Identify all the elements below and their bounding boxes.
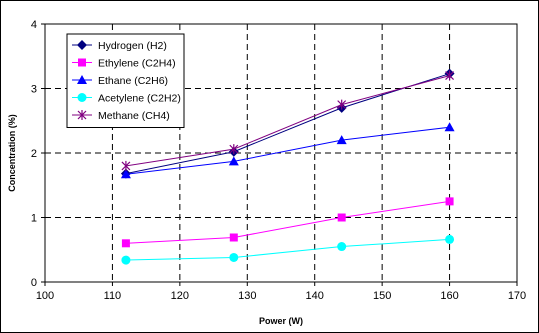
- legend-item: Ethylene (C2H4): [72, 58, 176, 70]
- x-tick-label: 150: [373, 290, 391, 302]
- legend-label: Ethylene (C2H4): [98, 58, 176, 70]
- x-tick-label: 170: [508, 290, 526, 302]
- y-axis-title: Concentration (%): [7, 114, 17, 192]
- series-line: [125, 238, 450, 261]
- series-line: [125, 126, 450, 175]
- y-tick-label: 2: [31, 148, 37, 160]
- legend-marker: [77, 40, 87, 50]
- series-1: [121, 197, 454, 248]
- legend-box: [66, 33, 185, 128]
- legend-marker: [78, 58, 86, 67]
- axis-ticks: 100 110 120 130 140 150 160 170 0 1 2 3 4: [31, 19, 526, 302]
- data-point: [337, 213, 346, 222]
- data-point: [337, 99, 347, 110]
- data-point: [337, 242, 347, 252]
- y-tick-label: 3: [31, 84, 37, 96]
- legend-label: Acetylene (C2H2): [98, 93, 181, 105]
- legend-item: Acetylene (C2H2): [72, 93, 181, 105]
- data-point: [121, 239, 130, 248]
- data-point: [229, 252, 239, 262]
- x-tick-label: 120: [171, 290, 189, 302]
- series-4: [121, 70, 454, 171]
- x-axis-title: Power (W): [259, 316, 303, 326]
- series-3: [121, 234, 455, 265]
- data-point: [444, 122, 455, 132]
- data-point: [121, 255, 131, 265]
- series-2: [120, 122, 455, 179]
- series-line: [125, 73, 450, 175]
- y-tick-label: 0: [31, 277, 37, 289]
- x-tick-label: 160: [440, 290, 458, 302]
- legend-marker: [77, 110, 87, 120]
- series-lines: [120, 68, 455, 265]
- legend-label: Hydrogen (H2): [98, 40, 167, 52]
- x-tick-label: 110: [104, 290, 122, 302]
- y-tick-label: 4: [31, 19, 37, 31]
- y-tick-label: 1: [31, 213, 37, 225]
- legend-label: Ethane (C2H6): [98, 75, 168, 87]
- x-tick-label: 130: [238, 290, 256, 302]
- series-line: [125, 200, 450, 244]
- data-point: [229, 144, 239, 155]
- series-line: [125, 75, 450, 167]
- legend-marker: [77, 75, 87, 84]
- x-tick-label: 140: [306, 290, 324, 302]
- data-point: [229, 233, 238, 242]
- data-point: [228, 156, 239, 166]
- data-point: [336, 135, 347, 145]
- legend-label: Methane (CH4): [98, 110, 170, 122]
- legend-marker: [77, 93, 87, 102]
- data-point: [120, 169, 131, 179]
- x-tick-label: 100: [36, 290, 54, 302]
- legend-item: Ethane (C2H6): [72, 75, 168, 87]
- data-point: [445, 70, 454, 81]
- data-point: [445, 197, 454, 206]
- legend-item: Methane (CH4): [72, 110, 170, 122]
- data-point: [445, 234, 455, 244]
- legend: Hydrogen (H2) Ethylene (C2H4) Ethane (C2H6…: [66, 33, 185, 128]
- data-point: [121, 160, 131, 171]
- legend-item: Hydrogen (H2): [72, 40, 167, 52]
